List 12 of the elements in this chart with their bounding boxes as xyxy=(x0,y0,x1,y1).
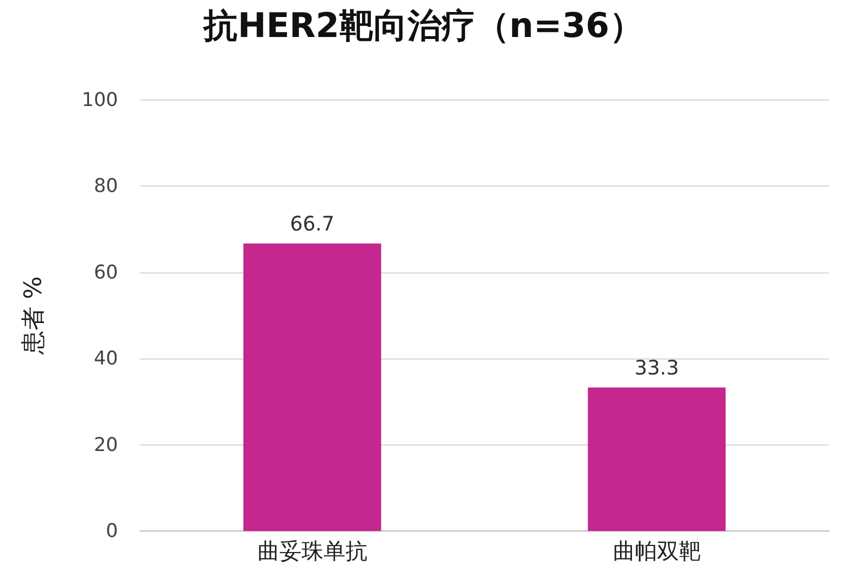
y-tick-label: 60 xyxy=(94,261,118,284)
y-tick-label: 20 xyxy=(94,434,118,456)
y-axis-title: 患者 % xyxy=(19,276,47,356)
data-label: 66.7 xyxy=(290,212,335,236)
x-tick-label: 曲帕双靶 xyxy=(612,540,701,564)
y-tick-label: 40 xyxy=(94,348,118,370)
x-tick-label: 曲妥珠单抗 xyxy=(257,540,368,564)
data-label: 33.3 xyxy=(634,355,680,380)
y-tick-label: 80 xyxy=(94,175,118,198)
chart-title: 抗HER2靶向治疗（n=36） xyxy=(202,6,644,46)
y-tick-label: 0 xyxy=(106,520,118,542)
y-tick-label: 100 xyxy=(82,89,118,111)
